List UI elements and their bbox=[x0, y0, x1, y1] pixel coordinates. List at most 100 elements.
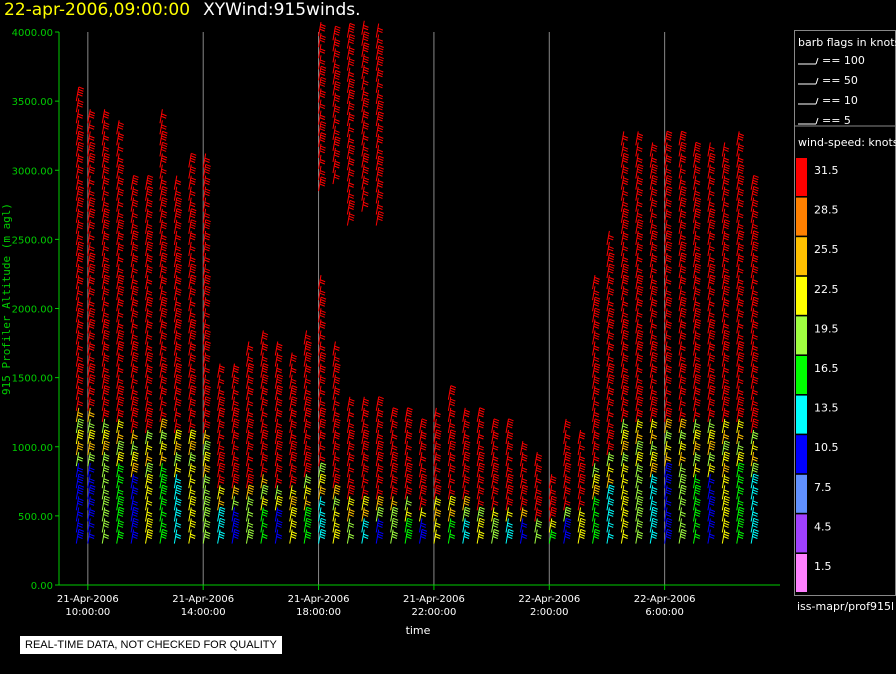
wind-barb bbox=[346, 507, 355, 522]
wind-barb bbox=[664, 473, 673, 489]
wind-barb bbox=[635, 142, 643, 157]
wind-barb bbox=[274, 507, 283, 522]
wind-barb bbox=[318, 385, 326, 400]
wind-barb bbox=[75, 153, 84, 168]
wind-barb bbox=[202, 297, 211, 312]
wind-barb bbox=[577, 440, 585, 456]
wind-barb bbox=[390, 407, 399, 422]
wind-barb bbox=[173, 396, 182, 411]
wind-barb bbox=[101, 308, 110, 323]
wind-barb bbox=[649, 163, 658, 179]
wind-barb bbox=[620, 418, 629, 434]
wind-barb bbox=[606, 440, 615, 456]
wind-barb bbox=[664, 286, 672, 301]
wind-barb bbox=[635, 274, 644, 290]
wind-barb bbox=[375, 474, 384, 489]
wind-barb bbox=[188, 485, 196, 500]
wind-barb bbox=[750, 219, 758, 234]
wind-barb bbox=[447, 385, 457, 400]
wind-barb bbox=[620, 219, 630, 234]
wind-barb bbox=[649, 462, 658, 478]
wind-barb bbox=[101, 109, 110, 124]
title-date: 22-apr-2006,09:00:00 bbox=[4, 0, 191, 20]
wind-barb bbox=[130, 330, 138, 345]
wind-barb bbox=[116, 407, 124, 422]
legend-panel: barb flags in knots == 100 == 50 == 10 == 5… bbox=[794, 30, 896, 596]
wind-barb bbox=[476, 485, 485, 500]
wind-barb bbox=[75, 307, 84, 323]
wind-barb bbox=[707, 463, 716, 478]
wind-barb bbox=[707, 495, 716, 511]
wind-barb bbox=[707, 341, 716, 356]
wind-barb bbox=[692, 208, 702, 223]
wind-barb bbox=[87, 518, 95, 533]
wind-barb bbox=[332, 407, 340, 422]
wind-barb bbox=[289, 463, 297, 478]
wind-barb bbox=[620, 175, 629, 190]
wind-barb bbox=[462, 485, 470, 500]
wind-barb bbox=[692, 407, 701, 422]
wind-barb bbox=[678, 496, 687, 511]
wind-barb bbox=[678, 374, 687, 389]
wind-barb bbox=[318, 440, 326, 456]
wind-barb bbox=[87, 374, 96, 389]
wind-barb bbox=[606, 463, 614, 478]
wind-barb bbox=[361, 31, 370, 46]
wind-barb bbox=[101, 318, 110, 334]
wind-barb bbox=[188, 495, 197, 511]
wind-barb bbox=[130, 396, 139, 411]
wind-barb bbox=[303, 440, 311, 456]
wind-barb bbox=[101, 252, 110, 268]
wind-barb bbox=[563, 485, 571, 500]
wind-barb bbox=[592, 473, 601, 489]
wind-barb bbox=[332, 528, 341, 544]
wind-barb bbox=[116, 263, 124, 279]
wind-barb bbox=[260, 463, 268, 478]
wind-barb bbox=[116, 495, 125, 511]
wind-barb bbox=[318, 143, 326, 158]
wind-barb bbox=[87, 186, 95, 201]
wind-barb bbox=[649, 153, 658, 168]
wind-barb bbox=[620, 197, 629, 212]
wind-barb bbox=[130, 429, 138, 445]
wind-barb bbox=[173, 418, 182, 434]
wind-barb bbox=[620, 440, 630, 456]
wind-barb bbox=[245, 385, 254, 400]
wind-barb bbox=[476, 451, 485, 467]
wind-barb bbox=[664, 175, 673, 190]
wind-barb bbox=[505, 452, 513, 467]
wind-barb bbox=[692, 197, 702, 212]
wind-barb bbox=[433, 418, 441, 434]
wind-barb bbox=[664, 275, 672, 290]
wind-barb bbox=[592, 496, 600, 511]
wind-barb bbox=[606, 252, 615, 268]
wind-barb bbox=[721, 285, 730, 301]
wind-barb bbox=[346, 189, 355, 204]
wind-barb bbox=[707, 429, 716, 445]
wind-barb bbox=[87, 164, 96, 179]
wind-barb bbox=[173, 263, 183, 279]
wind-barb bbox=[692, 518, 701, 533]
wind-barb bbox=[592, 319, 600, 334]
wind-barb bbox=[707, 318, 716, 334]
wind-barb bbox=[606, 518, 614, 533]
wind-barb bbox=[750, 385, 758, 400]
wind-barb bbox=[101, 186, 110, 201]
wind-barb bbox=[145, 296, 154, 312]
wind-barb bbox=[101, 263, 110, 279]
wind-barb bbox=[649, 175, 658, 190]
wind-barb bbox=[419, 463, 427, 478]
speed-swatch bbox=[796, 197, 807, 236]
wind-barb bbox=[346, 122, 355, 138]
wind-barb bbox=[260, 363, 269, 378]
wind-barb bbox=[620, 329, 630, 345]
wind-barb bbox=[231, 507, 239, 522]
wind-barb bbox=[606, 318, 615, 334]
wind-barb bbox=[592, 528, 601, 544]
wind-barb bbox=[635, 319, 643, 334]
wind-barb bbox=[361, 64, 370, 80]
wind-barb bbox=[721, 407, 730, 422]
wind-barb bbox=[303, 496, 311, 511]
wind-barb bbox=[346, 78, 356, 93]
